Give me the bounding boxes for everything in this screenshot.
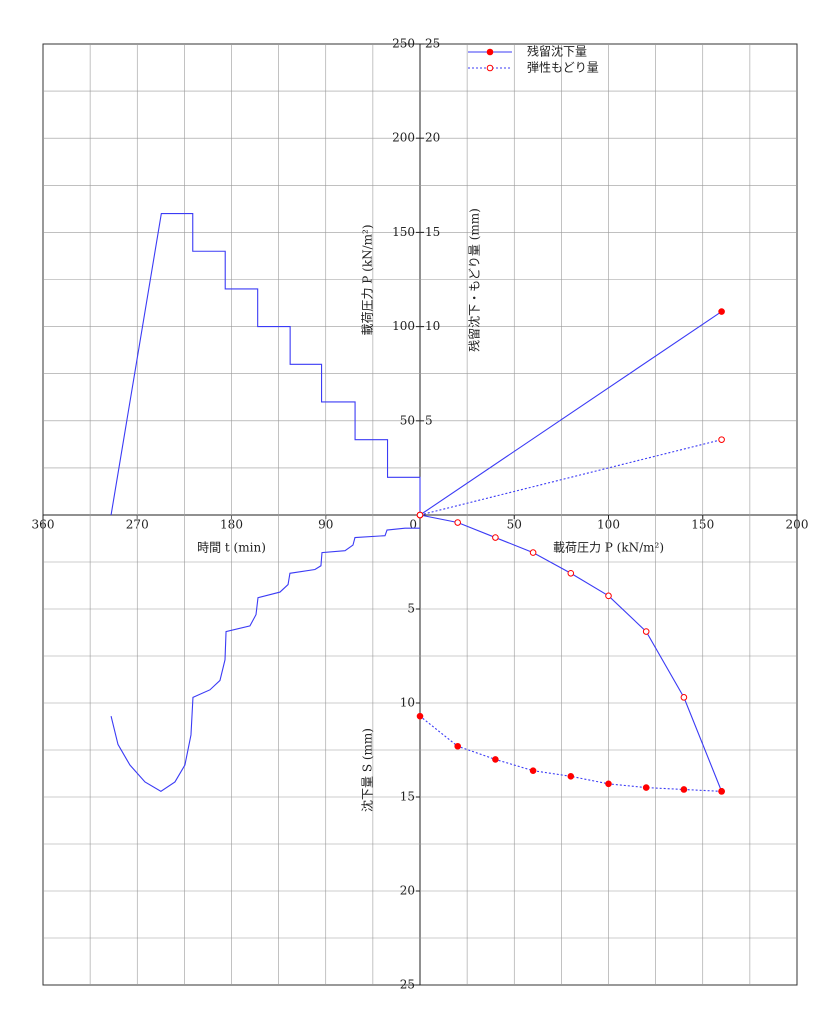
y-axis-label: 沈下量 S (mm) (360, 728, 375, 812)
x-tick-label: 200 (786, 518, 809, 532)
x-tick-label: 360 (32, 518, 55, 532)
legend-label: 弾性もどり量 (527, 61, 599, 75)
y-tick-label: 150 (392, 225, 415, 239)
legend-marker (486, 64, 494, 72)
marker (416, 511, 424, 519)
marker (680, 786, 688, 793)
y-axis-label: 残留沈下・もどり量 (mm) (467, 208, 482, 352)
y-tick-label: 10 (400, 696, 415, 710)
y-tick-label: 20 (425, 131, 440, 145)
marker (529, 767, 537, 774)
y-tick-label: 100 (392, 319, 415, 333)
y-tick-label: 50 (400, 413, 415, 427)
x-tick-label: 50 (507, 518, 522, 532)
y-tick-label: 25 (400, 978, 415, 992)
x-tick-label: 100 (597, 518, 620, 532)
marker (492, 756, 499, 763)
marker (567, 773, 575, 780)
marker (680, 694, 688, 701)
y-tick-label: 20 (400, 884, 415, 898)
series-line (419, 715, 722, 792)
marker (454, 742, 462, 750)
x-axis-label: 載荷圧力 P (kN/m²) (553, 541, 664, 555)
x-tick-label: 150 (691, 518, 714, 532)
legend-label: 残留沈下量 (527, 44, 587, 59)
y-tick-label: 10 (425, 319, 440, 333)
legend-marker (486, 48, 494, 56)
y-axis-label: 載荷圧力 P (kN/m²) (361, 224, 375, 335)
marker (642, 628, 650, 635)
marker (416, 712, 424, 720)
series-line (110, 213, 421, 516)
marker (529, 549, 537, 556)
marker (605, 592, 612, 600)
series-line (110, 527, 420, 793)
marker (454, 519, 462, 526)
marker (718, 308, 725, 315)
marker (642, 784, 650, 791)
y-tick-label: 5 (407, 602, 415, 616)
marker (567, 569, 575, 577)
y-tick-label: 250 (392, 37, 415, 51)
marker (492, 534, 499, 541)
y-tick-label: 5 (425, 413, 433, 427)
marker (718, 436, 725, 443)
marker (718, 788, 725, 795)
series-line (419, 311, 722, 516)
y-tick-label: 25 (425, 37, 440, 51)
series-line (419, 439, 722, 516)
y-tick-label: 15 (425, 225, 440, 239)
x-tick-label: 0 (409, 518, 417, 532)
marker (605, 780, 612, 788)
y-tick-label: 15 (400, 790, 415, 804)
y-tick-label: 200 (392, 131, 415, 145)
